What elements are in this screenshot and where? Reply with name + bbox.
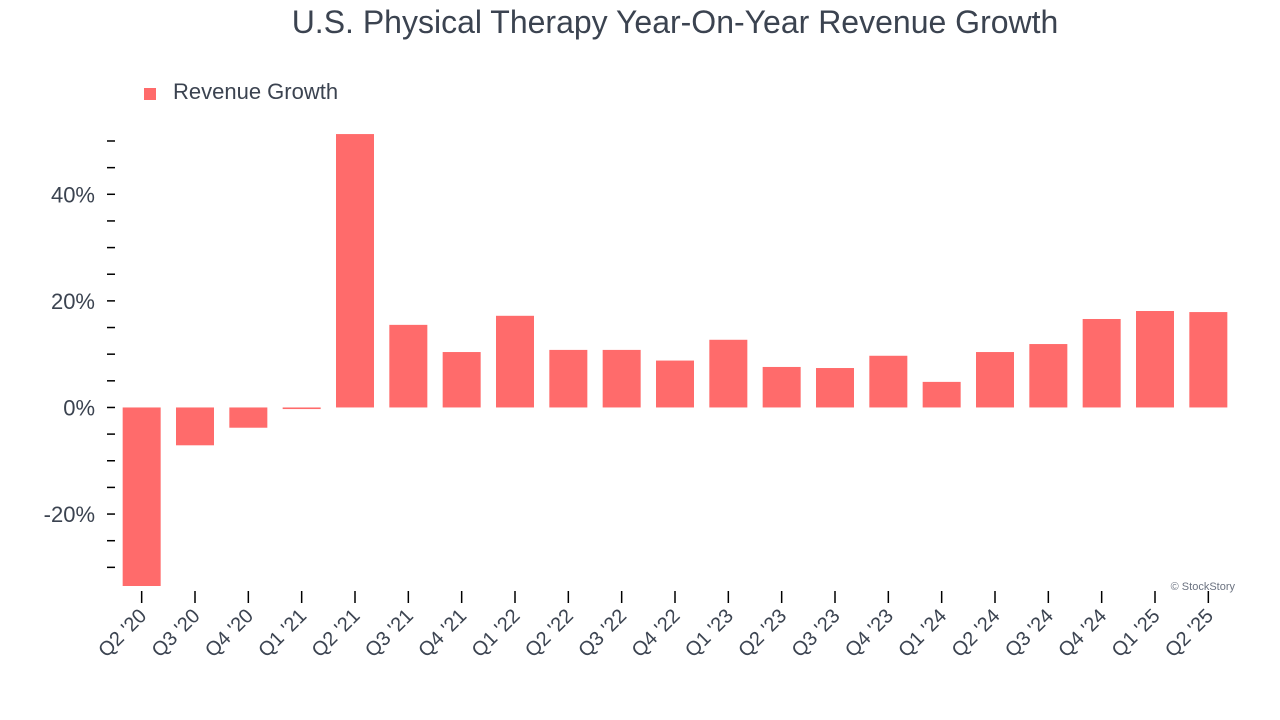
bar: [122, 407, 161, 586]
y-tick-label: 20%: [51, 289, 95, 314]
legend-swatch: [144, 88, 156, 100]
x-tick-label: Q3 '22: [574, 605, 631, 662]
bar: [922, 381, 961, 408]
bars: [122, 134, 1228, 586]
watermark: © StockStory: [1171, 581, 1236, 593]
bar: [869, 355, 908, 408]
bar: [976, 352, 1014, 408]
x-tick-label: Q2 '23: [734, 605, 791, 662]
bar: [442, 352, 481, 408]
x-tick-label: Q4 '22: [628, 605, 685, 662]
bar: [1082, 318, 1121, 408]
x-tick-label: Q4 '24: [1054, 605, 1111, 662]
bar: [1189, 312, 1228, 408]
x-tick-label: Q3 '21: [361, 605, 418, 662]
x-tick-label: Q2 '21: [308, 605, 365, 662]
x-tick-label: Q1 '25: [1108, 605, 1165, 662]
bar: [1136, 311, 1174, 408]
x-tick-label: Q1 '22: [468, 605, 525, 662]
x-tick-label: Q2 '22: [521, 605, 578, 662]
bar: [816, 368, 854, 408]
legend: Revenue Growth: [144, 79, 338, 104]
x-tick-label: Q1 '23: [681, 605, 738, 662]
x-tick-label: Q4 '20: [201, 605, 258, 662]
x-tick-label: Q1 '21: [254, 605, 311, 662]
y-tick-label: 40%: [51, 182, 95, 207]
bar: [282, 407, 321, 410]
x-tick-label: Q2 '20: [94, 605, 151, 662]
x-tick-label: Q4 '23: [841, 605, 898, 662]
bar: [549, 349, 588, 408]
bar: [762, 366, 801, 408]
bar: [656, 360, 694, 408]
bar: [1029, 344, 1068, 408]
bar: [496, 315, 534, 408]
bar: [602, 349, 641, 408]
bar: [176, 407, 214, 446]
bar: [709, 339, 748, 408]
chart-title: U.S. Physical Therapy Year-On-Year Reven…: [292, 4, 1059, 40]
x-tick-label: Q1 '24: [894, 605, 951, 662]
x-tick-label: Q3 '20: [148, 605, 205, 662]
legend-label: Revenue Growth: [173, 79, 338, 104]
x-tick-label: Q3 '24: [1001, 605, 1058, 662]
x-tick-label: Q4 '21: [414, 605, 471, 662]
bar: [229, 407, 268, 428]
x-tick-label: Q3 '23: [788, 605, 845, 662]
y-tick-label: -20%: [44, 502, 95, 527]
bar: [389, 324, 428, 408]
y-tick-label: 0%: [63, 395, 95, 420]
x-tick-label: Q2 '24: [948, 605, 1005, 662]
y-axis: -20% 0% 20% 40%: [44, 140, 115, 569]
bar: [336, 134, 374, 408]
x-tick-label: Q2 '25: [1161, 605, 1218, 662]
